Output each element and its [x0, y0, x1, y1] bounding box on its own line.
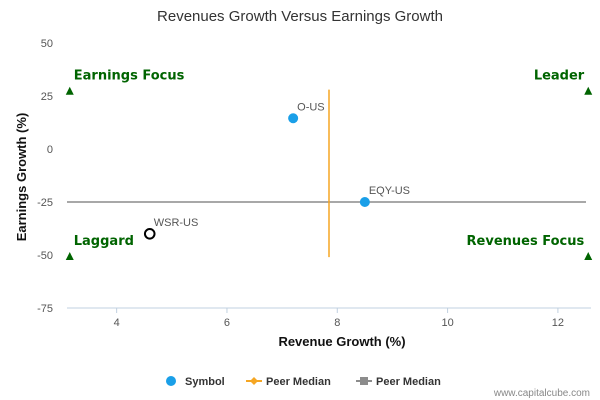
- data-point-label: EQY-US: [369, 185, 410, 197]
- legend-label: Symbol: [185, 376, 225, 388]
- y-axis-ticks: 50 25 0 -25 -50 -75: [37, 38, 53, 315]
- quadrant-label: Laggard: [74, 234, 134, 249]
- quadrant-marker: [65, 252, 74, 261]
- x-tick-label: 10: [441, 317, 453, 329]
- x-axis-ticks: 4 6 8 10 12: [114, 308, 564, 329]
- data-point: [143, 228, 156, 240]
- x-axis-title: Revenue Growth (%): [278, 334, 405, 349]
- legend-label: Peer Median: [266, 376, 331, 388]
- x-tick-label: 6: [224, 317, 230, 329]
- legend: Symbol Peer Median Peer Median: [166, 376, 441, 388]
- data-point-label: WSR-US: [154, 217, 199, 229]
- data-point: [288, 113, 299, 124]
- data-point: [359, 197, 370, 207]
- quadrant-marker: [584, 252, 593, 261]
- quadrant-marker: [65, 86, 74, 95]
- quadrant-label: Earnings Focus: [74, 69, 185, 84]
- y-tick-label: 25: [41, 91, 53, 103]
- legend-marker: [250, 377, 258, 385]
- data-point-label: O-US: [297, 101, 325, 113]
- y-tick-label: -75: [37, 303, 53, 315]
- quadrant-label: Revenues Focus: [467, 234, 585, 249]
- legend-marker: [360, 377, 368, 385]
- y-tick-label: -25: [37, 197, 53, 209]
- chart-title: Revenues Growth Versus Earnings Growth: [157, 8, 443, 25]
- legend-marker: [166, 376, 176, 386]
- y-tick-label: 50: [41, 38, 53, 50]
- x-tick-label: 12: [552, 317, 564, 329]
- quadrant-marker: [584, 86, 593, 95]
- y-tick-label: 0: [47, 144, 53, 156]
- quadrant-label: Leader: [534, 69, 585, 84]
- legend-label: Peer Median: [376, 376, 441, 388]
- y-axis-title: Earnings Growth (%): [14, 113, 29, 242]
- x-tick-label: 4: [114, 317, 120, 329]
- plot-area: Earnings Focus Leader Laggard Revenues Focu…: [65, 69, 593, 309]
- watermark: www.capitalcube.com: [493, 388, 590, 399]
- y-tick-label: -50: [37, 250, 53, 262]
- x-tick-label: 8: [334, 317, 340, 329]
